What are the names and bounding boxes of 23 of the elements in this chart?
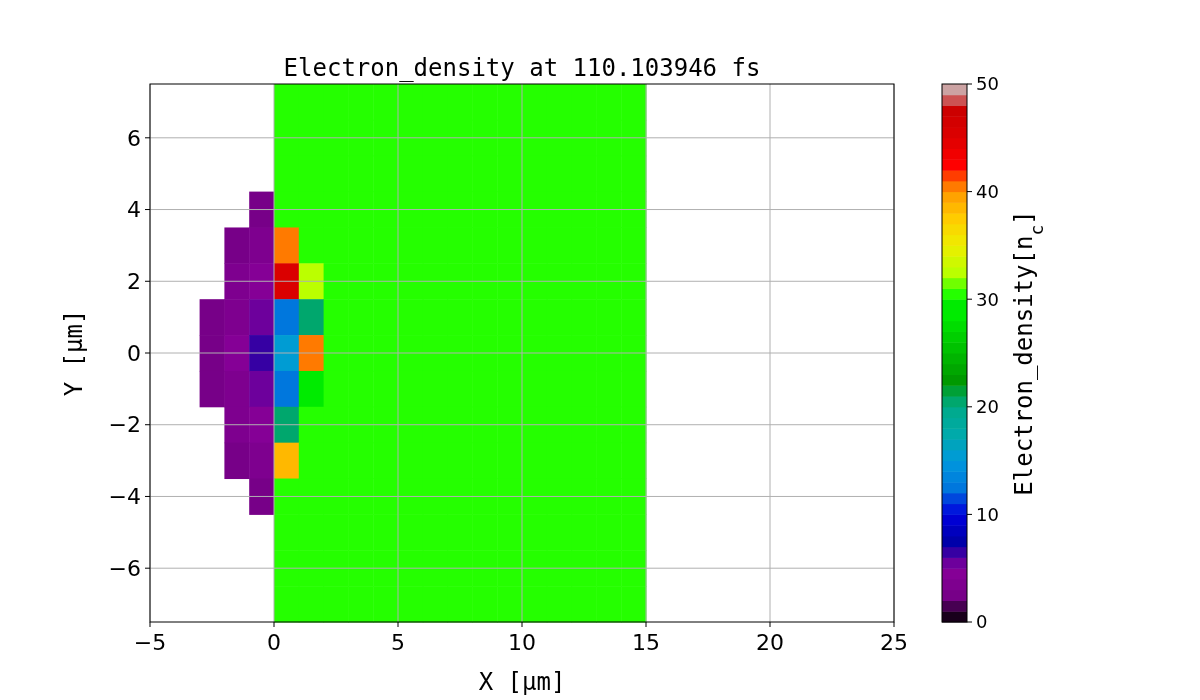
x-tick-label: 5	[391, 630, 405, 655]
color-bar-label: 50	[976, 73, 999, 95]
x-tick-label: −5	[133, 630, 167, 655]
y-tick-label: 4	[127, 197, 141, 223]
y-tick-label: −2	[108, 412, 141, 438]
x-tick-label: 20	[756, 630, 784, 655]
color-bar-label: 20	[976, 396, 999, 418]
color-bar-label: 30	[976, 288, 999, 310]
y-tick-label: 0	[127, 340, 141, 366]
y-axis-title: Y [μm]	[60, 309, 88, 397]
color-bar-label: 40	[976, 180, 999, 202]
x-axis-title: X [μm]	[478, 668, 566, 696]
y-tick-label: 2	[127, 268, 141, 294]
y-tick-label: 6	[127, 125, 141, 151]
y-tick-label: −4	[108, 484, 141, 510]
x-tick-label: 15	[632, 630, 660, 655]
x-tick-label: 0	[267, 630, 281, 655]
x-tick-label: 25	[880, 630, 908, 655]
y-tick-label: −6	[108, 555, 141, 581]
x-tick-label: 10	[508, 630, 536, 655]
color-bar-label: 0	[976, 611, 988, 633]
color-bar-label: 10	[976, 503, 999, 525]
chart-title: Electron_density at 110.103946 fs	[283, 54, 761, 82]
